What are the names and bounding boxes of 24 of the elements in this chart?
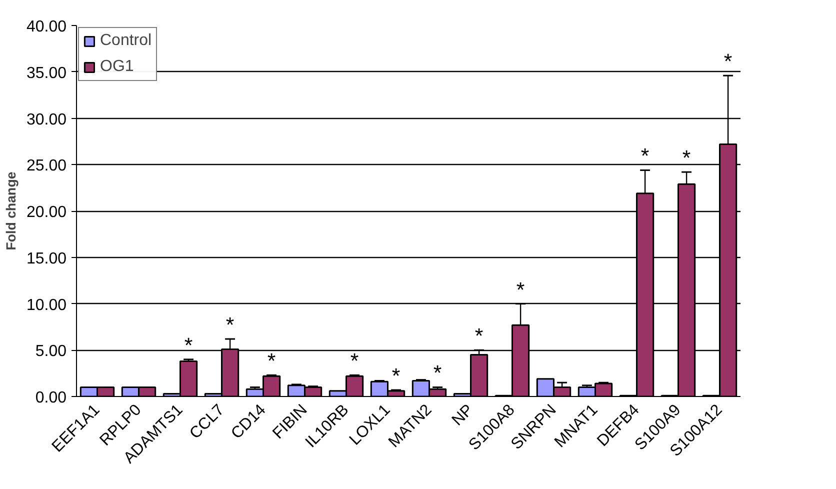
y-tick-label: 20.00	[26, 204, 67, 221]
y-axis-title: Fold change	[3, 172, 18, 250]
y-tick-label: 0.00	[35, 390, 67, 406]
y-tick-label: 40.00	[26, 18, 67, 36]
annotation: *	[724, 50, 732, 74]
legend-label: Control	[100, 32, 152, 50]
y-tick-label: 35.00	[26, 64, 67, 82]
x-tick-label: NP	[449, 401, 477, 430]
y-tick-label: 15.00	[26, 250, 67, 268]
annotation: *	[474, 324, 484, 348]
y-tick-label: 25.00	[26, 158, 67, 175]
annotation: *	[682, 146, 691, 170]
legend-label: OG1	[100, 58, 134, 76]
annotation: *	[184, 333, 193, 358]
annotation: *	[640, 144, 650, 168]
annotation: *	[350, 349, 359, 374]
y-tick-label: 5.00	[35, 343, 67, 360]
annotation: *	[226, 312, 234, 337]
y-tick-label: 10.00	[26, 296, 67, 314]
annotation: *	[267, 349, 276, 374]
annotation: *	[516, 278, 525, 302]
y-tick-label: 30.00	[26, 111, 67, 128]
annotation: *	[392, 364, 400, 388]
annotation: *	[433, 361, 442, 386]
